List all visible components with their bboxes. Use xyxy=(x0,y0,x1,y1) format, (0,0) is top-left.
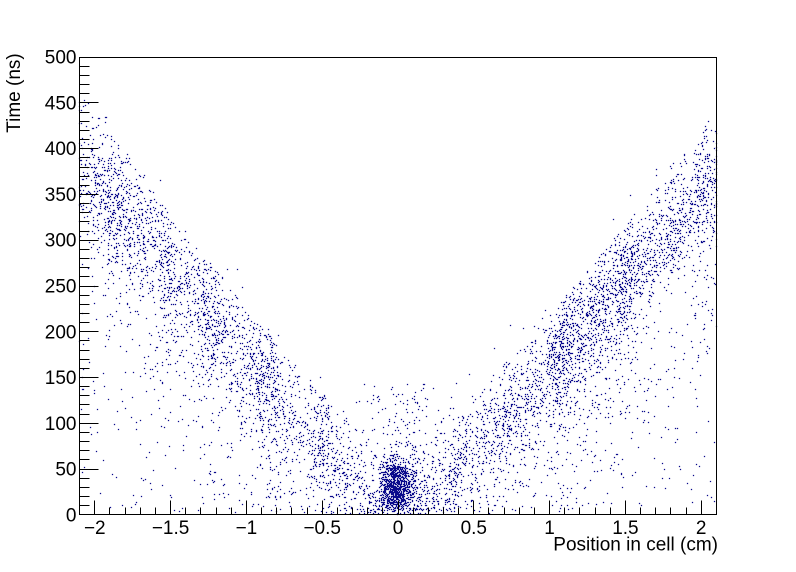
svg-text:−2: −2 xyxy=(84,518,106,539)
svg-text:Position in cell (cm): Position in cell (cm) xyxy=(553,534,718,555)
svg-text:250: 250 xyxy=(45,277,77,298)
svg-text:350: 350 xyxy=(45,185,77,206)
svg-text:150: 150 xyxy=(45,368,77,389)
svg-text:50: 50 xyxy=(55,460,76,481)
svg-text:Time (ns): Time (ns) xyxy=(4,53,25,133)
svg-text:300: 300 xyxy=(45,231,77,252)
svg-text:1.5: 1.5 xyxy=(612,518,638,539)
svg-text:200: 200 xyxy=(45,322,77,343)
svg-text:0.5: 0.5 xyxy=(461,518,487,539)
svg-text:−1: −1 xyxy=(236,518,258,539)
svg-text:500: 500 xyxy=(45,48,77,69)
svg-text:1: 1 xyxy=(544,518,555,539)
svg-text:−1.5: −1.5 xyxy=(152,518,190,539)
svg-text:400: 400 xyxy=(45,139,77,160)
svg-text:0: 0 xyxy=(66,505,77,526)
svg-text:0: 0 xyxy=(393,518,404,539)
svg-text:450: 450 xyxy=(45,94,77,115)
svg-text:100: 100 xyxy=(45,414,77,435)
svg-text:2: 2 xyxy=(696,518,707,539)
svg-text:−0.5: −0.5 xyxy=(303,518,341,539)
